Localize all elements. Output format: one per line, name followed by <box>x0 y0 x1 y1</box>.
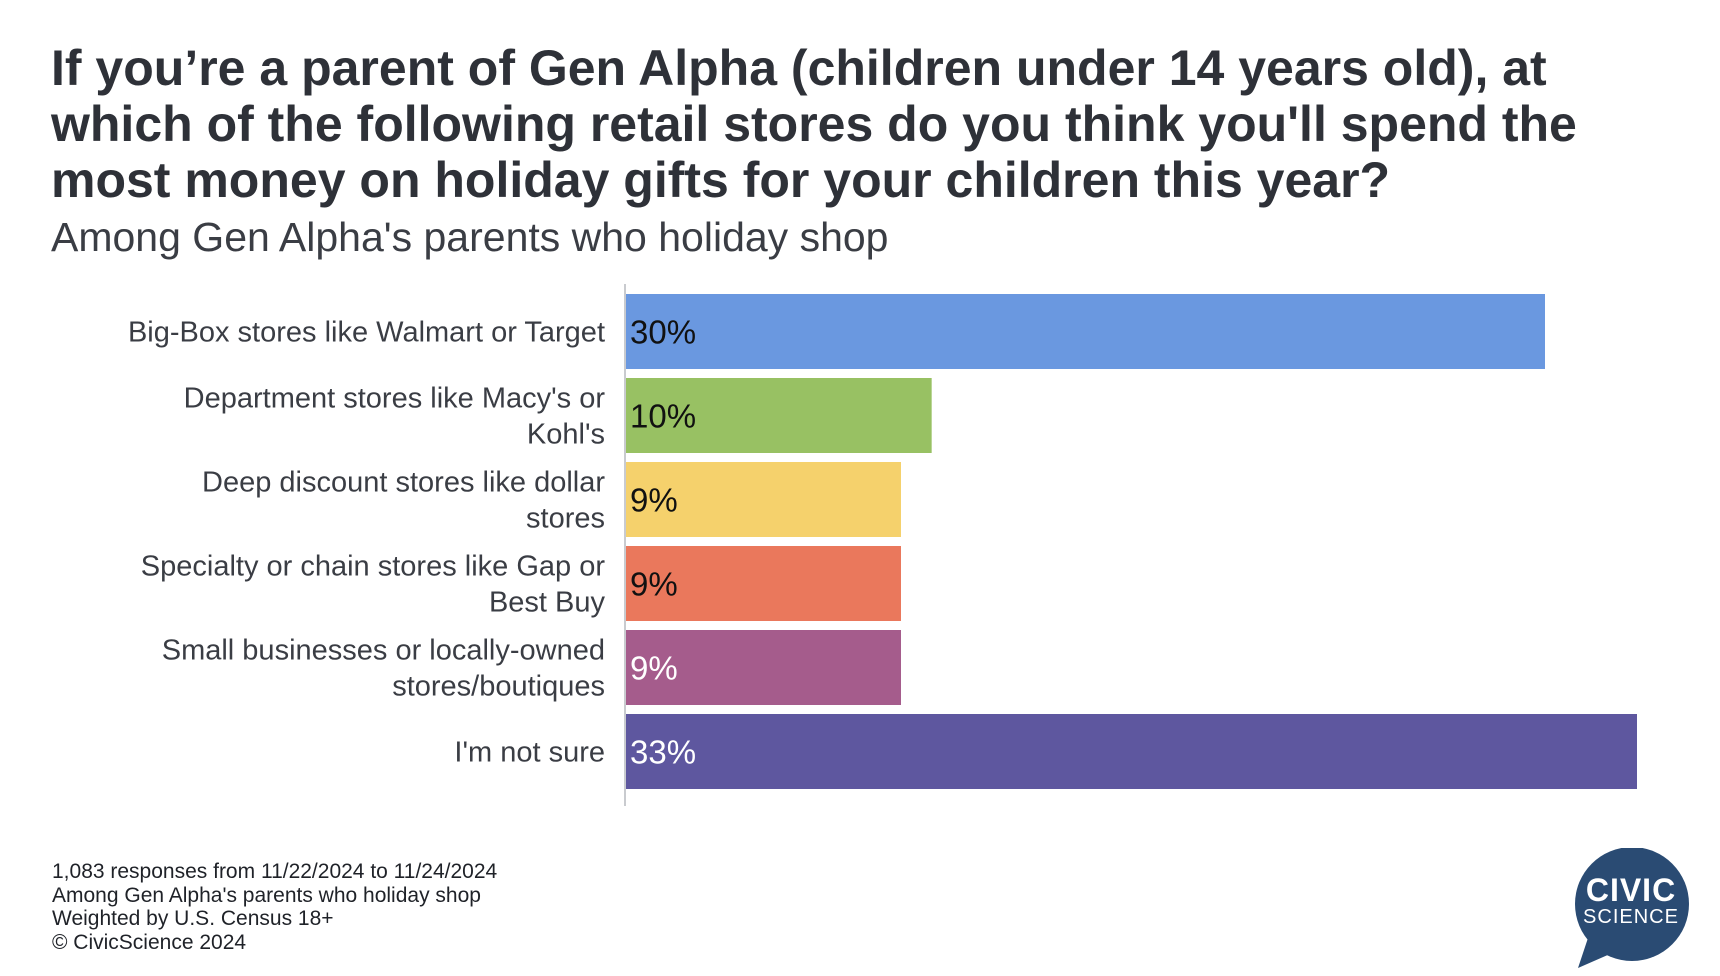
bar-value-label: 30% <box>630 314 696 351</box>
bar-value-label: 33% <box>630 734 696 771</box>
footnote-responses: 1,083 responses from 11/22/2024 to 11/24… <box>52 860 498 883</box>
bar <box>626 714 1637 789</box>
bar-value-label: 9% <box>630 482 678 519</box>
logo-text-civic: CIVIC <box>1585 872 1677 908</box>
bar-value-label: 9% <box>630 650 678 687</box>
category-label: Small businesses or locally-owned stores/… <box>162 635 605 703</box>
bar <box>626 378 932 453</box>
bar-value-label: 9% <box>630 566 678 603</box>
logo-text-science: SCIENCE <box>1583 906 1679 928</box>
footnote-population: Among Gen Alpha's parents who holiday sh… <box>52 883 481 907</box>
civicscience-logo: CIVIC SCIENCE <box>1572 847 1700 970</box>
bar <box>626 630 901 705</box>
bar-value-label: 10% <box>630 398 696 435</box>
bar <box>626 462 901 537</box>
chart-title: If you’re a parent of Gen Alpha (childre… <box>51 40 1577 208</box>
chart-subtitle: Among Gen Alpha's parents who holiday sh… <box>51 214 889 260</box>
footnote-copyright: © CivicScience 2024 <box>52 930 247 954</box>
footnote-weighting: Weighted by U.S. Census 18+ <box>52 907 334 930</box>
category-label: I'm not sure <box>454 737 605 769</box>
category-label: Department stores like Macy's or Kohl's <box>184 383 606 451</box>
bar <box>626 546 901 621</box>
category-label: Deep discount stores like dollar stores <box>202 467 605 535</box>
speech-bubble-icon <box>1575 847 1689 968</box>
category-label: Big-Box stores like Walmart or Target <box>128 317 605 349</box>
category-label: Specialty or chain stores like Gap or Bes… <box>141 551 606 619</box>
bar <box>626 294 1545 369</box>
footnotes: 1,083 responses from 11/22/2024 to 11/24… <box>52 860 497 954</box>
